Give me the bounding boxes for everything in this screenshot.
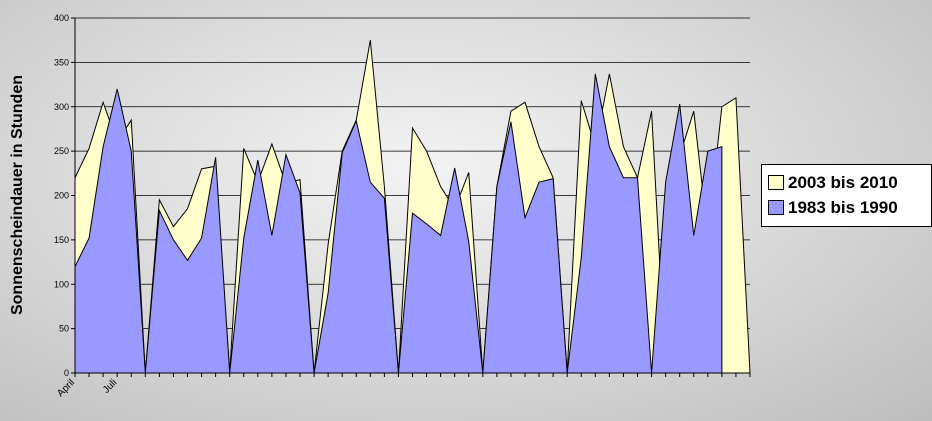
legend-label-1983-1990: 1983 bis 1990 xyxy=(788,197,898,217)
y-tick-label: 0 xyxy=(64,368,69,378)
legend-swatch-2003-2010 xyxy=(768,175,784,190)
y-axis-label: Sonnenscheindauer in Stunden xyxy=(9,75,26,315)
series-area-2 xyxy=(74,73,723,374)
legend-item-1983-1990: 1983 bis 1990 xyxy=(768,195,931,220)
series-areas xyxy=(74,40,751,374)
axes xyxy=(71,17,751,377)
x-tick-labels: April Juli xyxy=(55,377,119,399)
x-tick-label: Juli xyxy=(101,377,119,395)
legend-item-2003-2010: 2003 bis 2010 xyxy=(768,170,931,195)
legend-swatch-1983-1990 xyxy=(768,200,784,215)
y-tick-label: 300 xyxy=(54,102,69,112)
y-tick-label: 250 xyxy=(54,146,69,156)
y-tick-label: 100 xyxy=(54,279,69,289)
y-tick-label: 50 xyxy=(59,324,69,334)
legend-label-2003-2010: 2003 bis 2010 xyxy=(788,172,898,192)
y-tick-label: 400 xyxy=(54,13,69,23)
y-tick-label: 150 xyxy=(54,235,69,245)
y-tick-labels: 0 50 100 150 200 250 300 350 400 xyxy=(54,13,69,378)
y-tick-label: 200 xyxy=(54,191,69,201)
x-tick-label: April xyxy=(55,377,77,399)
y-tick-label: 350 xyxy=(54,57,69,67)
legend: 2003 bis 2010 1983 bis 1990 xyxy=(761,164,932,227)
